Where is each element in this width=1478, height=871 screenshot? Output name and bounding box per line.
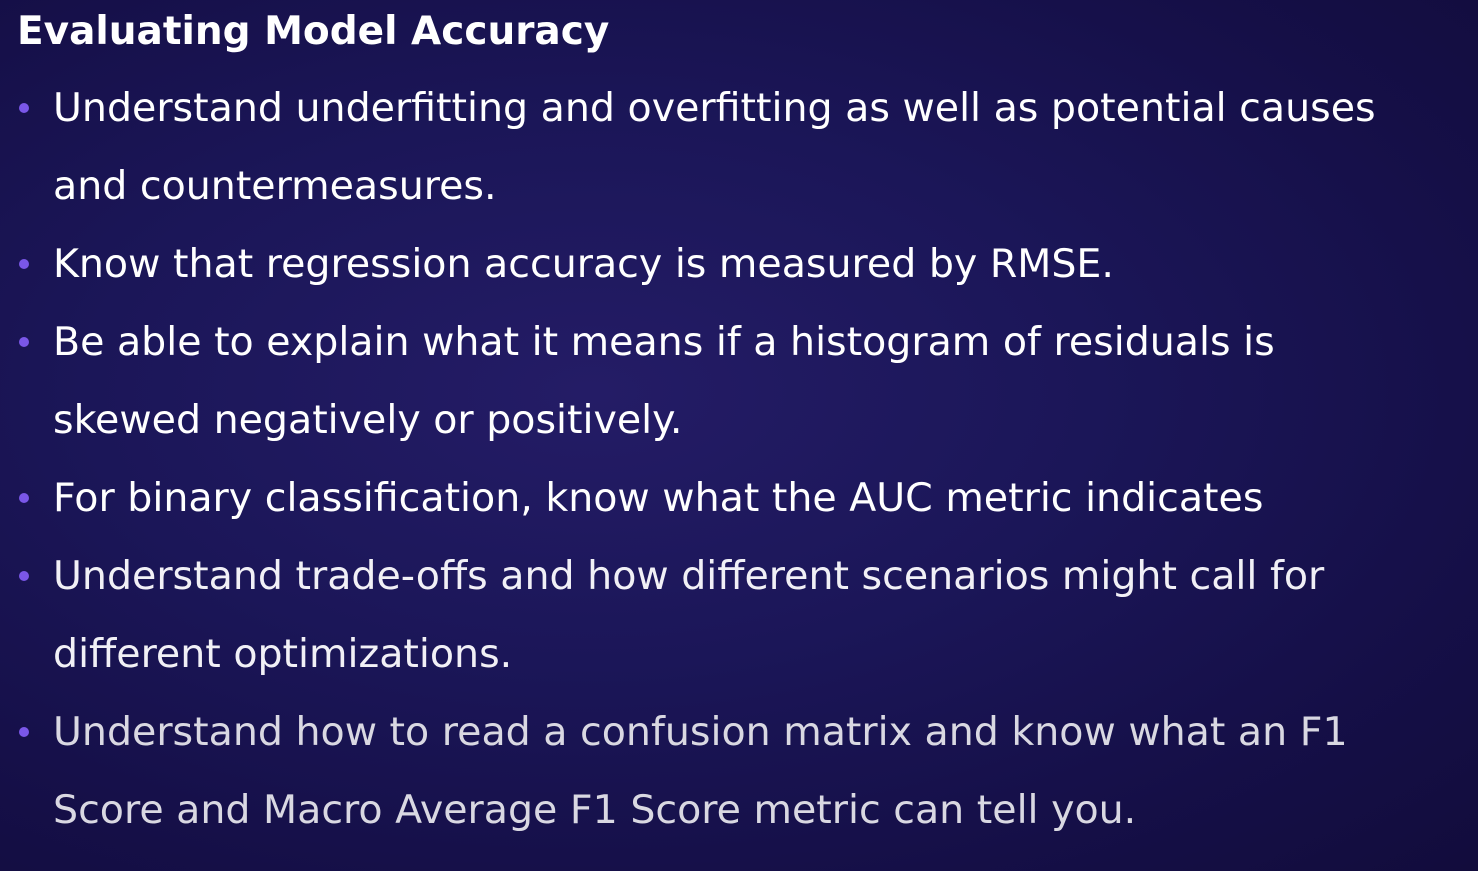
bullet-text-line: Score and Macro Average F1 Score metric … <box>53 787 1137 833</box>
bullet-dot-icon <box>19 571 29 581</box>
bullet-item-auc: For binary classification, know what the… <box>0 459 1478 537</box>
bullet-dot-icon <box>19 727 29 737</box>
bullet-dot-icon <box>19 103 29 113</box>
bullet-text-line: Understand underfitting and overfitting … <box>53 85 1376 131</box>
bullet-item-underfitting: Understand underfitting and overfitting … <box>0 69 1478 225</box>
bullet-text-line: Understand trade-offs and how different … <box>53 553 1325 599</box>
bullet-text-line: different optimizations. <box>53 631 513 677</box>
bullet-text-line: skewed negatively or positively. <box>53 397 683 443</box>
slide-title: Evaluating Model Accuracy <box>17 9 610 54</box>
bullet-text-line: For binary classification, know what the… <box>53 475 1264 521</box>
bullet-item-confusion-matrix: Understand how to read a confusion matri… <box>0 693 1478 849</box>
bullet-item-tradeoffs: Understand trade-offs and how different … <box>0 537 1478 693</box>
bullet-item-rmse: Know that regression accuracy is measure… <box>0 225 1478 303</box>
bullet-text-line: Know that regression accuracy is measure… <box>53 241 1114 287</box>
bullet-text-line: Be able to explain what it means if a hi… <box>53 319 1275 365</box>
bullet-list: Understand underfitting and overfitting … <box>0 69 1478 849</box>
bullet-item-histogram: Be able to explain what it means if a hi… <box>0 303 1478 459</box>
bullet-text-line: and countermeasures. <box>53 163 497 209</box>
bullet-text-line: Understand how to read a confusion matri… <box>53 709 1348 755</box>
bullet-dot-icon <box>19 259 29 269</box>
bullet-dot-icon <box>19 337 29 347</box>
bullet-dot-icon <box>19 493 29 503</box>
